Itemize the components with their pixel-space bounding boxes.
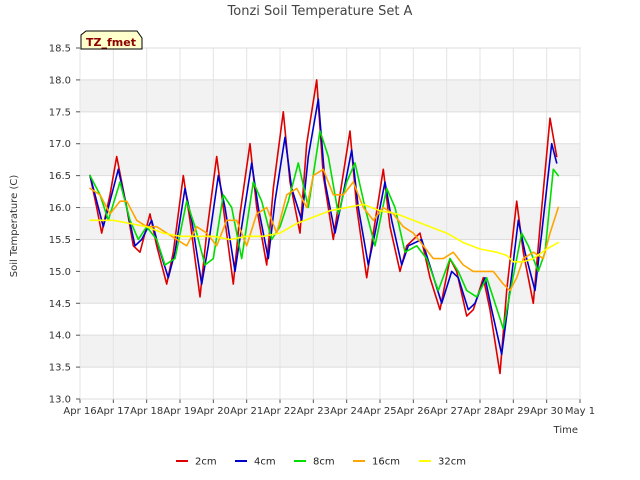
grid-band: [80, 175, 580, 208]
y-tick-label: 15.5: [49, 235, 71, 246]
x-tick-label: Apr 17: [97, 406, 130, 417]
legend-label-32cm: 32cm: [438, 457, 466, 468]
x-tick-label: Apr 26: [397, 406, 430, 417]
x-tick-label: Apr 20: [197, 406, 230, 417]
x-tick-label: Apr 28: [463, 406, 496, 417]
x-tick-label: Apr 18: [130, 406, 163, 417]
x-tick-label: Apr 24: [330, 406, 363, 417]
y-tick-label: 16.5: [49, 171, 71, 182]
x-tick-label: Apr 22: [263, 406, 296, 417]
legend-label-16cm: 16cm: [372, 457, 400, 468]
x-tick-label: Apr 21: [230, 406, 263, 417]
legend: 2cm 4cm 8cm 16cm 32cm: [176, 457, 466, 468]
x-tick-label: Apr 25: [363, 406, 396, 417]
x-tick-label: Apr 29: [497, 406, 530, 417]
y-tick-label: 13.5: [49, 363, 71, 374]
grid-band: [80, 367, 580, 399]
station-badge-label: TZ_fmet: [86, 36, 136, 49]
x-tick-label: Apr 19: [163, 406, 196, 417]
legend-label-4cm: 4cm: [254, 457, 276, 468]
series-line-2cm: [89, 79, 558, 375]
station-badge: TZ_fmet: [80, 30, 143, 50]
x-axis-title: Time: [553, 425, 578, 436]
y-axis-ticks: 13.0 13.5 14.0 14.5 15.0 15.5 16.0 16.5 17.0 17.5…: [49, 44, 580, 406]
series-layer: [89, 79, 560, 375]
station-badge-box: [80, 30, 143, 50]
grid-band: [80, 111, 580, 144]
y-axis-title: Soil Temperature (C): [9, 175, 20, 278]
x-tick-label: Apr 23: [297, 406, 330, 417]
grid-band: [80, 335, 580, 368]
chart-title: Tonzi Soil Temperature Set A: [227, 4, 413, 19]
y-tick-label: 17.0: [49, 139, 71, 150]
x-axis-ticks: Apr 16 Apr 17 Apr 18 Apr 19 Apr 20 Apr 21 Apr …: [63, 48, 595, 417]
y-tick-label: 14.5: [49, 299, 71, 310]
grid-band: [80, 271, 580, 304]
y-tick-label: 18.5: [49, 44, 71, 55]
y-tick-label: 16.0: [49, 203, 71, 214]
grid-band: [80, 79, 580, 112]
y-tick-label: 15.0: [49, 267, 71, 278]
grid-band: [80, 239, 580, 272]
series-line-8cm: [89, 130, 560, 330]
y-tick-label: 14.0: [49, 331, 71, 342]
x-tick-label: Apr 27: [430, 406, 463, 417]
legend-label-8cm: 8cm: [313, 457, 335, 468]
y-tick-label: 18.0: [49, 75, 71, 86]
series-line-32cm: [89, 203, 560, 263]
x-tick-label: Apr 16: [63, 406, 96, 417]
grid-band: [80, 48, 580, 80]
x-tick-label: May 1: [565, 406, 595, 417]
y-tick-label: 13.0: [49, 395, 71, 406]
y-tick-label: 17.5: [49, 107, 71, 118]
legend-label-2cm: 2cm: [195, 457, 217, 468]
x-tick-label: Apr 30: [530, 406, 563, 417]
